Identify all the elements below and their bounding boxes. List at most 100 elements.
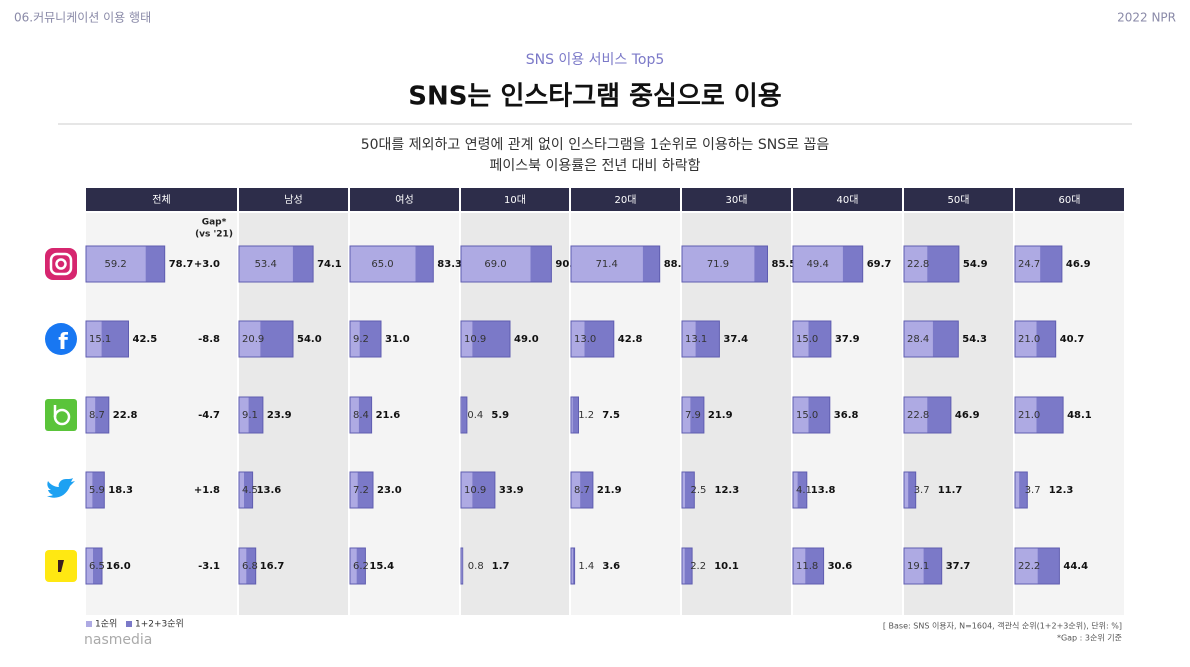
column-label: 10대: [504, 194, 526, 206]
first-label: 11.8: [796, 561, 818, 572]
column-label: 60대: [1059, 194, 1081, 206]
column-label: 40대: [837, 194, 859, 206]
column-header: [571, 188, 680, 211]
twitter-icon: [47, 478, 75, 498]
total-label: 54.0: [297, 334, 322, 345]
bar-first: [571, 472, 581, 508]
legend-swatch: [86, 621, 92, 627]
total-label: 40.7: [1060, 334, 1085, 345]
first-label: 10.9: [464, 334, 486, 345]
first-label: 2.5: [691, 485, 707, 496]
bar-first: [461, 548, 463, 584]
bar-total: [460, 396, 468, 434]
total-label: 88.7: [664, 259, 689, 270]
summary: 페이스북 이용률은 전년 대비 하락함: [490, 158, 701, 174]
total-label: 49.0: [514, 334, 539, 345]
column-label: 20대: [615, 194, 637, 206]
column-header: [239, 188, 348, 211]
bar-total: [681, 547, 693, 585]
total-label: 54.9: [963, 259, 988, 270]
first-label: 20.9: [242, 334, 264, 345]
bar-first: [239, 246, 293, 282]
total-label: 48.1: [1067, 410, 1092, 421]
first-label: 1.2: [578, 410, 594, 421]
brand: nasmedia: [84, 632, 152, 648]
total-label: 69.7: [867, 259, 892, 270]
bar-first: [86, 321, 102, 357]
first-label: 8.4: [353, 410, 369, 421]
gap-title: Gap*: [202, 218, 227, 228]
bar-first: [1015, 548, 1038, 584]
first-label: 15.0: [796, 334, 818, 345]
total-label: 23.9: [267, 410, 292, 421]
total-label: 12.3: [1049, 485, 1074, 496]
total-label: 18.3: [108, 485, 133, 496]
column-label: 30대: [726, 194, 748, 206]
report: 2022 NPR: [1117, 11, 1176, 25]
total-label: 10.1: [714, 561, 739, 572]
total-label: 1.7: [492, 561, 510, 572]
gap-label: +3.0: [194, 259, 220, 270]
gap-subtitle: (vs '21): [195, 230, 233, 240]
first-label: 0.8: [468, 561, 484, 572]
total-label: 22.8: [113, 410, 138, 421]
bar-first: [904, 321, 933, 357]
bar-first: [239, 472, 244, 508]
gap-label: -4.7: [198, 410, 220, 421]
bar-first: [571, 397, 573, 433]
column-header: [86, 188, 237, 211]
bar-first: [461, 321, 473, 357]
total-label: 21.6: [376, 410, 401, 421]
bar-first: [350, 548, 357, 584]
bar-first: [239, 548, 247, 584]
first-label: 3.7: [914, 485, 930, 496]
bar-total: [681, 471, 695, 509]
first-label: 10.9: [464, 485, 486, 496]
first-label: 28.4: [907, 334, 929, 345]
total-label: 36.8: [834, 410, 859, 421]
first-label: 8.7: [89, 410, 105, 421]
first-label: 6.2: [353, 561, 369, 572]
column-header: [793, 188, 902, 211]
first-label: 7.9: [685, 410, 701, 421]
first-label: 5.9: [89, 485, 105, 496]
column-header: [1015, 188, 1124, 211]
first-label: 4.1: [796, 485, 812, 496]
first-label: 13.1: [685, 334, 707, 345]
kicker: SNS 이용 서비스 Top5: [526, 52, 665, 68]
gap-label: -8.8: [198, 334, 220, 345]
first-label: 21.0: [1018, 334, 1040, 345]
first-label: 15.0: [796, 410, 818, 421]
bar-first: [682, 397, 691, 433]
column-label: 남성: [284, 194, 302, 206]
total-label: 11.7: [938, 485, 963, 496]
total-label: 37.4: [723, 334, 748, 345]
first-label: 19.1: [907, 561, 929, 572]
bar-first: [1015, 246, 1041, 282]
bar-first: [682, 246, 755, 282]
facebook-icon: f: [45, 323, 77, 355]
bar-first: [682, 548, 685, 584]
bar-first: [904, 548, 924, 584]
first-label: 22.2: [1018, 561, 1040, 572]
total-label: 3.6: [602, 561, 620, 572]
first-label: 9.2: [353, 334, 369, 345]
total-label: 5.9: [491, 410, 509, 421]
total-label: 12.3: [715, 485, 740, 496]
bar-first: [86, 397, 96, 433]
total-label: 83.3: [437, 259, 462, 270]
bar-first: [571, 246, 643, 282]
total-label: 74.1: [317, 259, 342, 270]
first-label: 71.9: [707, 259, 729, 270]
first-label: 6.5: [89, 561, 105, 572]
first-label: 1.4: [578, 561, 594, 572]
bar-first: [904, 246, 928, 282]
bar-first: [1015, 397, 1037, 433]
total-label: 31.0: [385, 334, 410, 345]
first-label: 0.4: [467, 410, 483, 421]
total-label: 42.5: [133, 334, 158, 345]
base-note: [ Base: SNS 이용자, N=1604, 객관식 순위(1+2+3순위)…: [883, 621, 1122, 631]
total-label: 54.3: [962, 334, 987, 345]
total-label: 85.5: [772, 259, 797, 270]
first-label: 3.7: [1025, 485, 1041, 496]
